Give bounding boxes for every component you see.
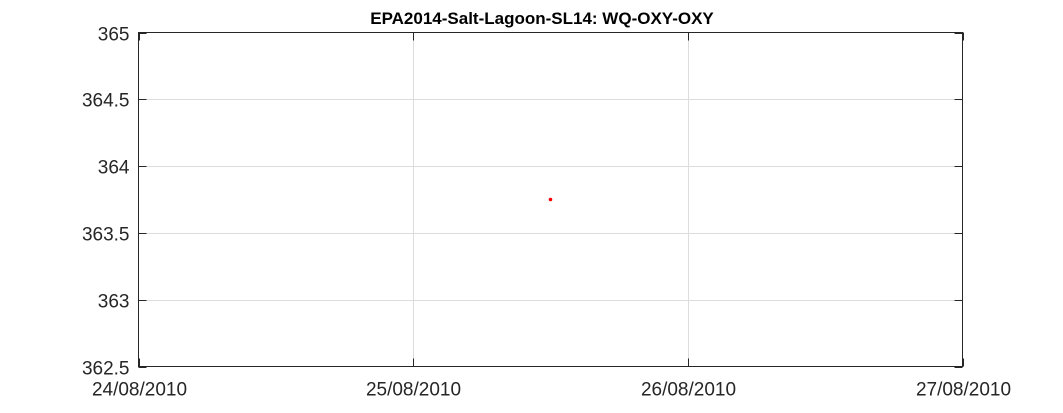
x-tick-label: 24/08/2010	[92, 380, 187, 401]
x-tick-label: 27/08/2010	[916, 380, 1011, 401]
ticks: 24/08/2010 25/08/2010 26/08/2010 27/08/2010…	[82, 25, 1011, 401]
y-tick-label: 362.5	[82, 359, 130, 380]
y-tick-label: 364	[98, 158, 130, 179]
y-tick-label: 363.5	[82, 225, 130, 246]
y-tick-label: 364.5	[82, 91, 130, 112]
chart-title: EPA2014-Salt-Lagoon-SL14: WQ-OXY-OXY	[370, 9, 714, 28]
grid	[138, 32, 963, 367]
x-tick-label: 25/08/2010	[366, 380, 461, 401]
x-tick-label: 26/08/2010	[641, 380, 736, 401]
plot-area	[138, 32, 963, 367]
data-point	[548, 197, 553, 202]
data-points	[548, 197, 553, 202]
y-tick-label: 363	[98, 292, 130, 313]
y-tick-label: 365	[98, 25, 130, 46]
